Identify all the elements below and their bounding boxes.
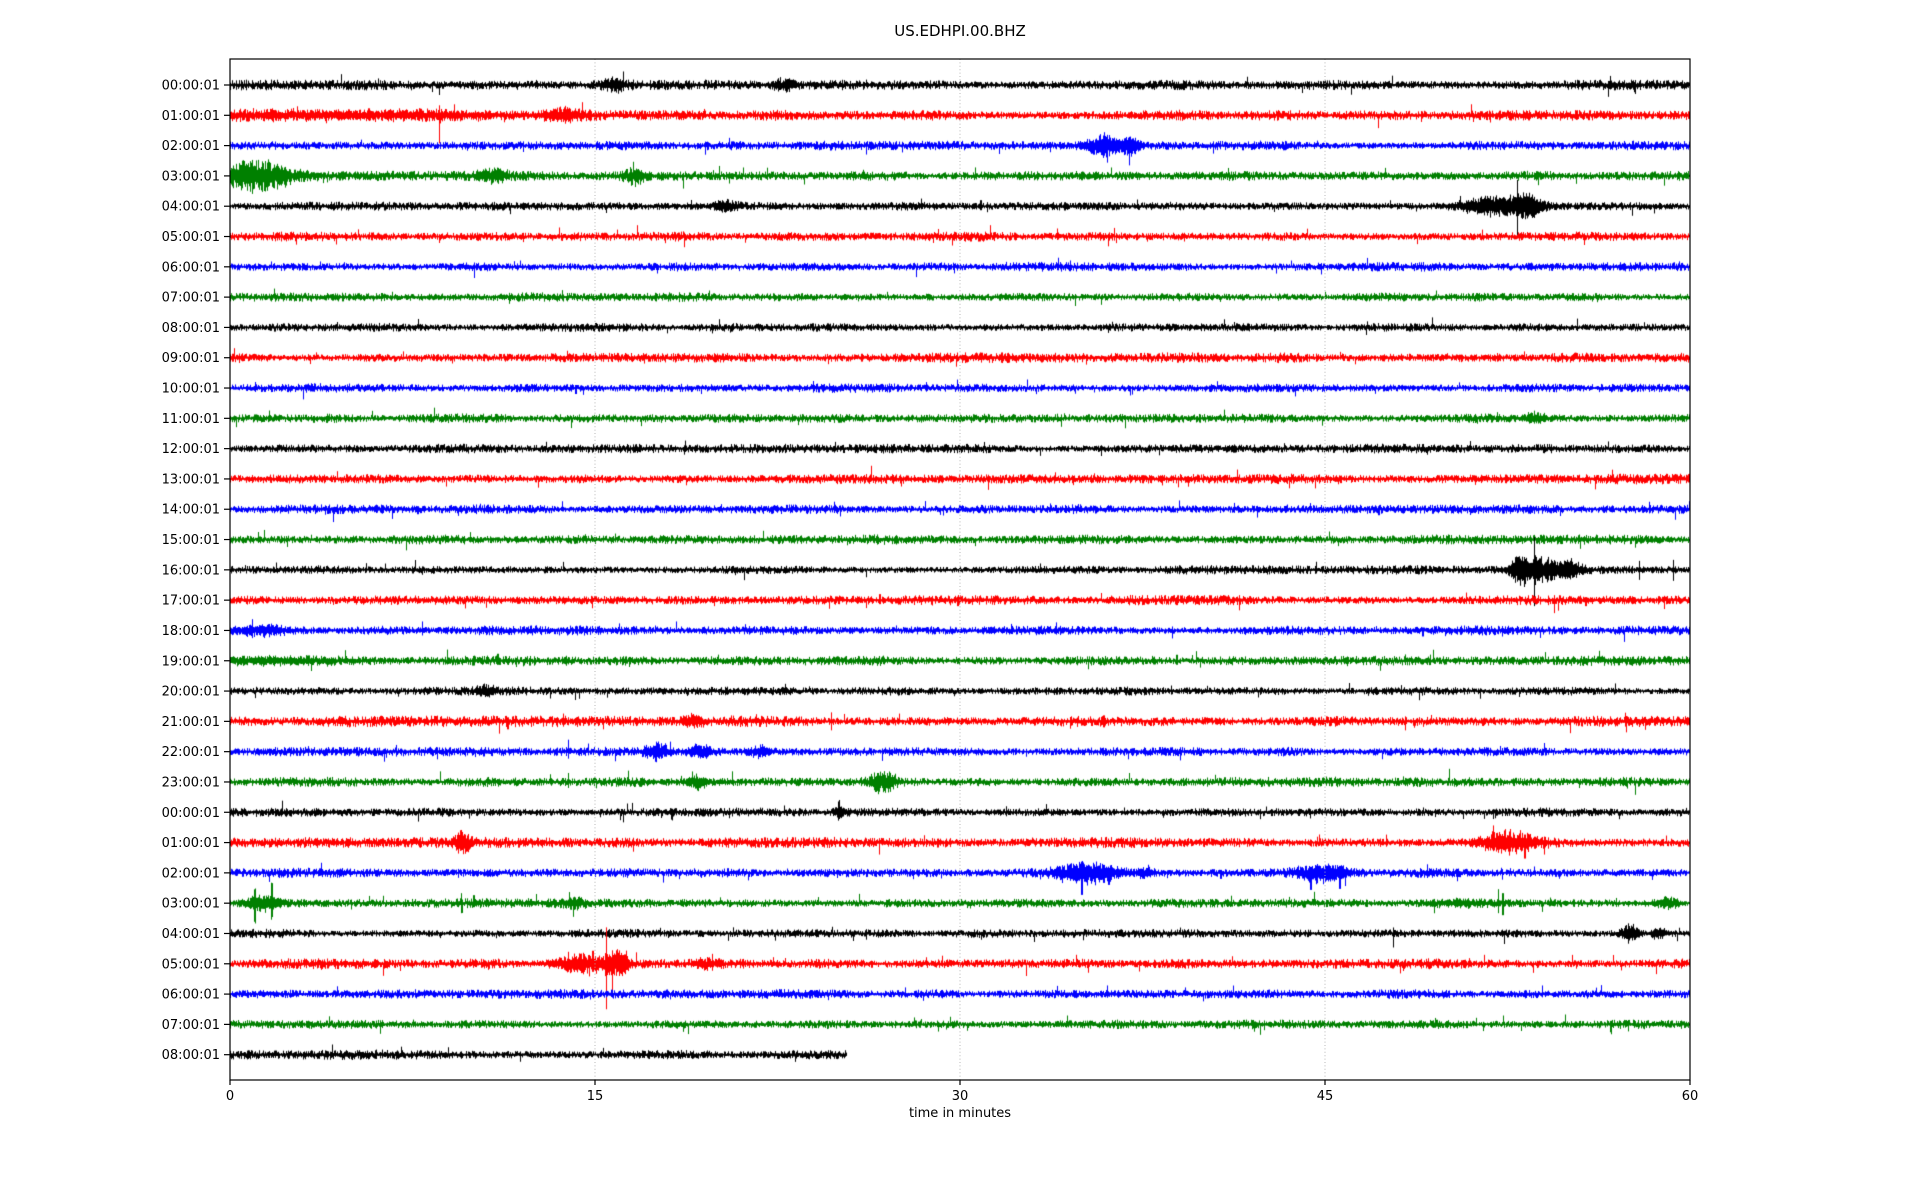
trace-row-label: 07:00:01 (162, 291, 220, 306)
trace-row-label: 06:00:01 (162, 260, 220, 275)
trace-row-label: 11:00:01 (162, 412, 220, 427)
trace-row-label: 03:00:01 (162, 169, 220, 184)
trace-row-label: 08:00:01 (162, 321, 220, 336)
trace-row-label: 09:00:01 (162, 351, 220, 366)
trace-row-label: 02:00:01 (162, 139, 220, 154)
trace-row-label: 04:00:01 (162, 927, 220, 942)
trace-row-label: 05:00:01 (162, 230, 220, 245)
x-tick-label: 15 (587, 1089, 604, 1104)
trace-row-label: 01:00:01 (162, 836, 220, 851)
x-tick-label: 45 (1317, 1089, 1334, 1104)
trace-row-label: 05:00:01 (162, 957, 220, 972)
axis-tick-labels: 0 15 30 45 60 00:00:01 01:00:01 02:00:01 03:00:0… (162, 79, 1699, 1105)
trace-row-label: 10:00:01 (162, 382, 220, 397)
trace-row-label: 02:00:01 (162, 866, 220, 881)
figure-title: US.EDHPI.00.BHZ (894, 22, 1026, 40)
x-tick-label: 0 (226, 1089, 234, 1104)
trace-row-label: 07:00:01 (162, 1018, 220, 1033)
x-tick-label: 30 (952, 1089, 969, 1104)
trace-row-label: 17:00:01 (162, 594, 220, 609)
gridlines (594, 59, 1326, 1080)
trace-row-label: 20:00:01 (162, 685, 220, 700)
trace-row-label: 03:00:01 (162, 897, 220, 912)
trace-row-label: 15:00:01 (162, 533, 220, 548)
x-axis-label: time in minutes (909, 1106, 1011, 1121)
trace-row-label: 14:00:01 (162, 503, 220, 518)
trace-row-label: 04:00:01 (162, 200, 220, 215)
trace-row-label: 23:00:01 (162, 775, 220, 790)
trace-row-label: 21:00:01 (162, 715, 220, 730)
trace-row-label: 12:00:01 (162, 442, 220, 457)
trace-row-label: 08:00:01 (162, 1048, 220, 1063)
plot-border (229, 58, 1691, 1081)
trace-row-label: 06:00:01 (162, 988, 220, 1003)
axis-ticks (224, 84, 1691, 1085)
trace-row-label: 18:00:01 (162, 624, 220, 639)
trace-row-label: 00:00:01 (162, 806, 220, 821)
trace-row-label: 22:00:01 (162, 745, 220, 760)
trace-row-label: 19:00:01 (162, 654, 220, 669)
trace-row-label: 00:00:01 (162, 79, 220, 94)
trace-row-label: 01:00:01 (162, 109, 220, 124)
x-tick-label: 60 (1682, 1089, 1699, 1104)
trace-row-label: 16:00:01 (162, 563, 220, 578)
trace-row-label: 13:00:01 (162, 472, 220, 487)
